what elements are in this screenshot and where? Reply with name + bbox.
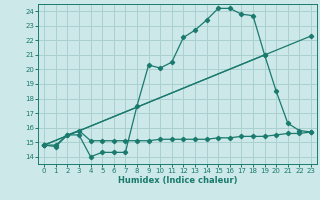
X-axis label: Humidex (Indice chaleur): Humidex (Indice chaleur) [118,176,237,185]
